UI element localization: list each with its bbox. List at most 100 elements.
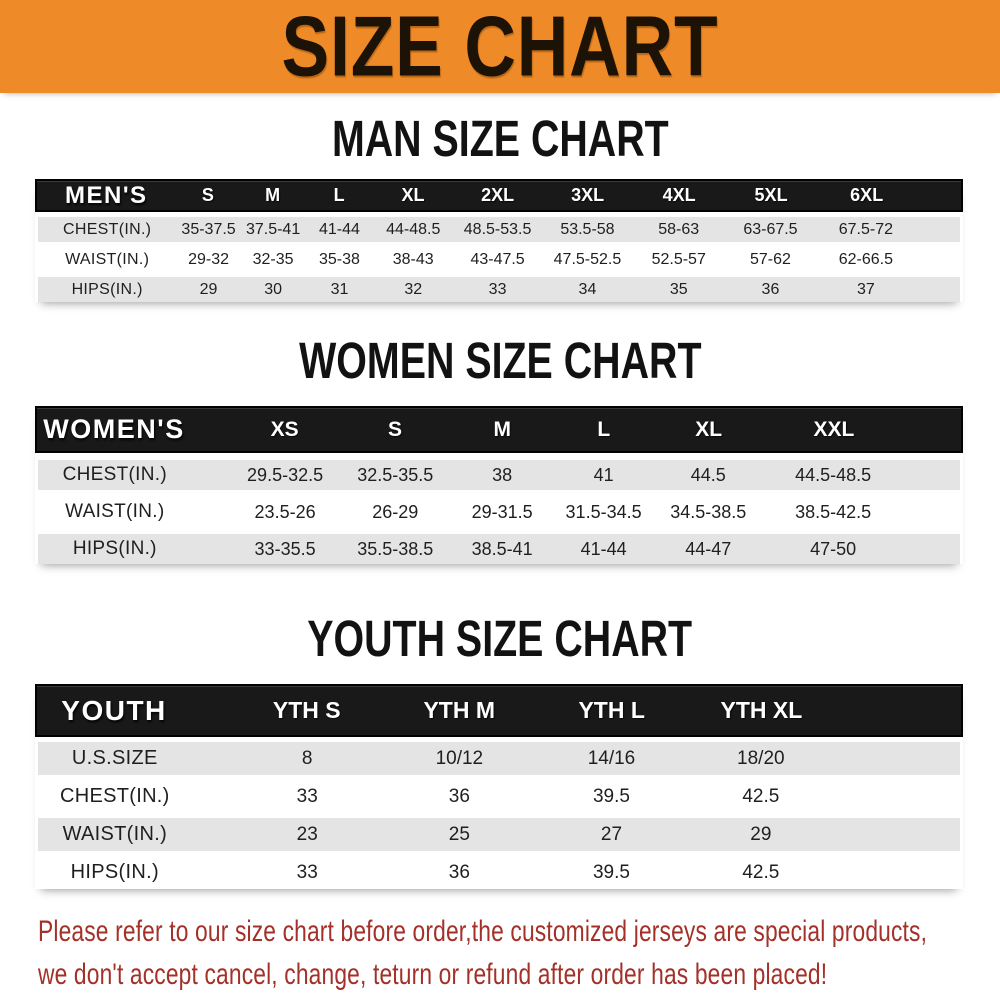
women-value-cell: 38 [492, 464, 513, 485]
men-value-cell: 67.5-72 [838, 220, 893, 238]
men-section-heading: MAN SIZE CHART [0, 111, 1000, 176]
youth-value-cell: 29 [750, 823, 772, 845]
men-corner-label: MEN'S [65, 181, 148, 209]
women-size-header-2: M [493, 417, 511, 441]
men-value-cell: 53.5-58 [560, 220, 615, 238]
women-value-cell: 29-31.5 [471, 501, 533, 522]
men-value-cell: 47.5-52.5 [553, 250, 622, 268]
men-value-cell: 52.5-57 [651, 250, 706, 268]
men-size-header-1: M [265, 185, 281, 205]
men-value-cell: 43-47.5 [470, 250, 525, 268]
women-size-header-5: XXL [813, 417, 855, 441]
women-value-cell: 38.5-42.5 [795, 501, 872, 522]
youth-row-label-0: U.S.SIZE [71, 747, 158, 769]
women-header-row: WOMEN'S XS S M L XL XXL [35, 406, 963, 453]
women-section-heading: WOMEN SIZE CHART [0, 333, 1000, 398]
men-header-row: MEN'S S M L XL 2XL 3XL 4XL 5XL 6XL [35, 179, 963, 212]
men-value-cell: 63-67.5 [743, 220, 798, 238]
men-size-header-8: 6XL [850, 185, 884, 205]
youth-value-cell: 42.5 [742, 861, 780, 883]
men-value-cell: 38-43 [392, 250, 434, 268]
men-data-row-2: HIPS(IN.) 29 30 31 32 33 34 35 36 37 [38, 277, 960, 302]
women-value-cell: 47-50 [810, 538, 857, 559]
women-value-cell: 26-29 [372, 501, 419, 522]
banner: SIZE CHART [0, 0, 1000, 94]
women-size-header-4: XL [695, 417, 723, 441]
footer-line-2: we don't accept cancel, change, teturn o… [38, 958, 828, 991]
youth-size-header-2: YTH L [578, 697, 645, 723]
youth-value-cell: 8 [301, 747, 313, 769]
youth-value-cell: 39.5 [592, 785, 630, 807]
youth-value-cell: 27 [600, 823, 623, 845]
youth-value-cell: 36 [448, 785, 470, 807]
youth-section-heading: YOUTH SIZE CHART [0, 611, 1000, 676]
men-size-header-7: 5XL [754, 185, 788, 205]
youth-value-cell: 36 [448, 861, 470, 883]
women-value-cell: 23.5-26 [254, 501, 316, 522]
men-value-cell: 48.5-53.5 [463, 220, 532, 238]
men-size-header-5: 3XL [571, 185, 605, 205]
women-row-label-2: HIPS(IN.) [72, 538, 157, 559]
youth-value-cell: 25 [448, 823, 470, 845]
youth-value-cell: 33 [296, 785, 318, 807]
youth-size-header-3: YTH XL [720, 697, 803, 723]
women-value-cell: 34.5-38.5 [670, 501, 747, 522]
women-value-cell: 44-47 [685, 538, 732, 559]
women-value-cell: 41-44 [580, 538, 627, 559]
youth-size-table: YOUTH YTH S YTH M YTH L YTH XL U.S.SIZE 8 10/12… [35, 684, 963, 889]
men-value-cell: 32 [404, 280, 423, 298]
youth-value-cell: 18/20 [737, 747, 785, 769]
women-value-cell: 35.5-38.5 [357, 538, 434, 559]
youth-data-row-3: HIPS(IN.) 33 36 39.5 42.5 [38, 856, 960, 889]
men-value-cell: 35 [669, 280, 688, 298]
men-value-cell: 35-38 [319, 250, 360, 268]
men-data-row-0: CHEST(IN.) 35-37.5 37.5-41 41-44 44-48.5 48.5… [38, 217, 960, 242]
youth-corner-label: YOUTH [61, 694, 167, 726]
youth-data-row-2: WAIST(IN.) 23 25 27 29 [38, 818, 960, 851]
men-value-cell: 57-62 [749, 250, 791, 268]
youth-section-heading-text: YOUTH SIZE CHART [307, 611, 693, 668]
women-row-label-1: WAIST(IN.) [65, 501, 165, 522]
youth-value-cell: 42.5 [742, 785, 780, 807]
men-value-cell: 33 [488, 280, 507, 298]
footer-disclaimer: Please refer to our size chart before or… [38, 910, 1000, 996]
youth-header-row: YOUTH YTH S YTH M YTH L YTH XL [35, 684, 963, 737]
men-value-cell: 30 [264, 280, 282, 298]
women-value-cell: 29.5-32.5 [247, 464, 324, 485]
men-value-cell: 35-37.5 [181, 220, 236, 238]
men-value-cell: 62-66.5 [838, 250, 893, 268]
men-value-cell: 44-48.5 [386, 220, 441, 238]
women-data-row-2: HIPS(IN.) 33-35.5 35.5-38.5 38.5-41 41-44 44-… [38, 534, 960, 564]
women-value-cell: 44.5 [690, 464, 726, 485]
youth-value-cell: 33 [296, 861, 318, 883]
men-value-cell: 29 [199, 280, 218, 298]
youth-value-cell: 14/16 [587, 747, 636, 769]
women-value-cell: 41 [593, 464, 614, 485]
men-size-header-4: 2XL [481, 185, 515, 205]
women-value-cell: 38.5-41 [471, 538, 533, 559]
women-section-heading-text: WOMEN SIZE CHART [298, 333, 702, 390]
youth-value-cell: 39.5 [592, 861, 630, 883]
youth-data-row-1: CHEST(IN.) 33 36 39.5 42.5 [38, 780, 960, 813]
youth-row-label-2: WAIST(IN.) [62, 823, 168, 845]
youth-value-cell: 10/12 [435, 747, 484, 769]
women-row-label-0: CHEST(IN.) [62, 464, 167, 485]
women-value-cell: 44.5-48.5 [795, 464, 872, 485]
men-size-header-6: 4XL [662, 185, 696, 205]
men-data-row-1: WAIST(IN.) 29-32 32-35 35-38 38-43 43-47.5 47.… [38, 247, 960, 272]
women-size-header-1: S [388, 417, 403, 441]
women-size-table: WOMEN'S XS S M L XL XXL CHEST(IN.) 29.5-32.5 32.5… [35, 406, 963, 564]
youth-row-label-1: CHEST(IN.) [59, 785, 170, 807]
women-value-cell: 33-35.5 [254, 538, 316, 559]
youth-value-cell: 23 [296, 823, 318, 845]
youth-size-header-1: YTH M [423, 697, 496, 723]
youth-data-row-0: U.S.SIZE 8 10/12 14/16 18/20 [38, 742, 960, 775]
youth-size-header-0: YTH S [272, 697, 341, 723]
men-size-table: MEN'S S M L XL 2XL 3XL 4XL 5XL 6XL CHEST(IN.) 35-37… [35, 179, 963, 302]
men-row-label-2: HIPS(IN.) [71, 280, 143, 298]
women-data-row-1: WAIST(IN.) 23.5-26 26-29 29-31.5 31.5-34.5 34… [38, 497, 960, 527]
footer-line-1: Please refer to our size chart before or… [38, 915, 928, 948]
men-value-cell: 37.5-41 [245, 220, 301, 238]
men-value-cell: 29-32 [188, 250, 230, 268]
